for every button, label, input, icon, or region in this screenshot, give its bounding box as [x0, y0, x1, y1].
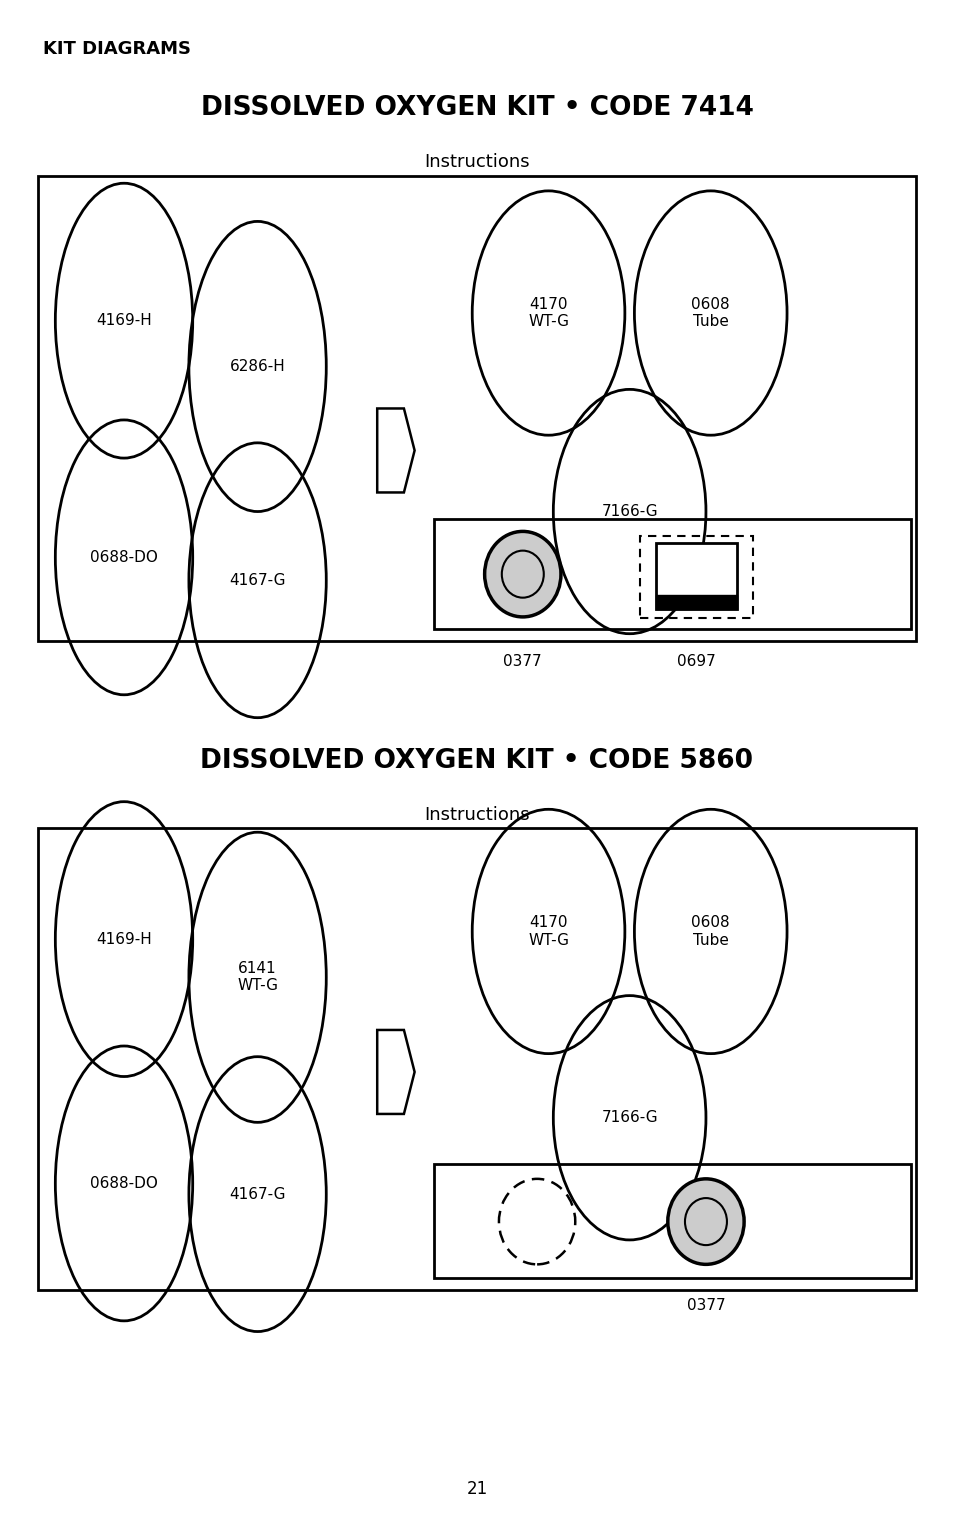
Text: 21: 21	[466, 1480, 487, 1498]
Text: 0688-DO: 0688-DO	[90, 550, 158, 565]
Bar	[434, 1164, 910, 1278]
Ellipse shape	[484, 531, 560, 617]
Text: DISSOLVED OXYGEN KIT • CODE 5860: DISSOLVED OXYGEN KIT • CODE 5860	[200, 748, 753, 774]
Text: 4170
WT-G: 4170 WT-G	[528, 296, 568, 330]
Text: KIT DIAGRAMS: KIT DIAGRAMS	[43, 40, 191, 58]
Text: Instructions: Instructions	[424, 806, 529, 825]
Text: 0377: 0377	[686, 1298, 724, 1313]
Bar	[38, 176, 915, 641]
Bar	[38, 828, 915, 1290]
Text: 4167-G: 4167-G	[229, 1186, 286, 1202]
Text: 0697: 0697	[677, 654, 715, 669]
Text: DISSOLVED OXYGEN KIT • CODE 7414: DISSOLVED OXYGEN KIT • CODE 7414	[200, 95, 753, 121]
Ellipse shape	[667, 1179, 743, 1264]
Text: 0377: 0377	[503, 654, 541, 669]
Text: 6141
WT-G: 6141 WT-G	[237, 960, 277, 994]
Bar	[656, 596, 736, 609]
Text: 6286-H: 6286-H	[230, 359, 285, 374]
Text: 7166-G: 7166-G	[600, 504, 658, 519]
Text: 0608
Tube: 0608 Tube	[691, 296, 729, 330]
Bar	[639, 536, 752, 618]
Text: 4170
WT-G: 4170 WT-G	[528, 915, 568, 948]
Text: 4169-H: 4169-H	[96, 931, 152, 947]
Bar	[434, 519, 910, 629]
Text: 0688-DO: 0688-DO	[90, 1176, 158, 1191]
Text: Instructions: Instructions	[424, 153, 529, 171]
Text: 4167-G: 4167-G	[229, 573, 286, 588]
Text: 7166-G: 7166-G	[600, 1110, 658, 1125]
Text: 0608
Tube: 0608 Tube	[691, 915, 729, 948]
Bar	[656, 542, 736, 609]
Text: 4169-H: 4169-H	[96, 313, 152, 328]
